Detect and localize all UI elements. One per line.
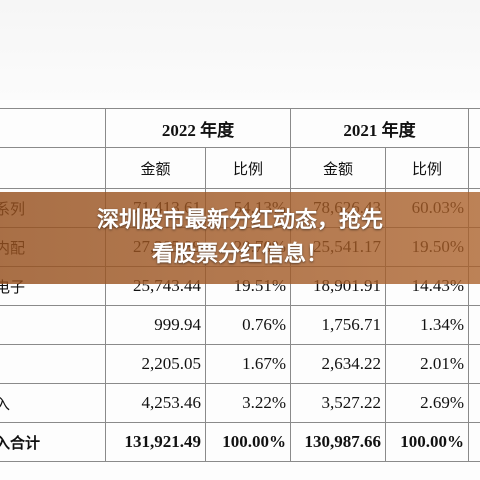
row-label: I [0, 305, 106, 345]
blurred-header [0, 0, 480, 100]
cell: 100.00% [385, 422, 469, 462]
cell: 2,205.05 [105, 344, 206, 384]
cell: 100.00% [205, 422, 291, 462]
cell: 131,921.49 [105, 422, 206, 462]
cell: 0.76% [205, 305, 291, 345]
edge-cell [468, 147, 480, 189]
column-header: 比例 [385, 147, 469, 189]
cell: 4,253.46 [105, 383, 206, 423]
header-row: 2022 年度 2021 年度 [0, 108, 480, 148]
subheader-row: 金额 比例 金额 比例 [0, 147, 480, 189]
table-row: I999.940.76%1,756.711.34% [0, 305, 480, 345]
cell: 2,634.22 [290, 344, 386, 384]
corner-cell [0, 108, 106, 148]
row-label: I [0, 344, 106, 384]
corner-cell [0, 147, 106, 189]
table-row: I2,205.051.67%2,634.222.01% [0, 344, 480, 384]
cell: 1.67% [205, 344, 291, 384]
edge-cell [468, 344, 480, 384]
column-header: 金额 [105, 147, 206, 189]
cell: 1,756.71 [290, 305, 386, 345]
banner-text: 看股票分红信息！ [151, 242, 328, 267]
edge-cell [468, 305, 480, 345]
banner: 深圳股市最新分红动态，抢先 看股票分红信息！ [0, 192, 480, 284]
cell: 999.94 [105, 305, 206, 345]
cell: 130,987.66 [290, 422, 386, 462]
row-label: 入 [0, 383, 106, 423]
banner-text: 深圳股市最新分红动态，抢先 [96, 208, 383, 233]
edge-cell [468, 422, 480, 462]
edge-cell [468, 383, 480, 423]
cell: 3.22% [205, 383, 291, 423]
table-row: 入4,253.463.22%3,527.222.69% [0, 383, 480, 423]
cell: 1.34% [385, 305, 469, 345]
row-label: 入合计 [0, 422, 106, 462]
edge-cell [468, 108, 480, 148]
column-header: 比例 [205, 147, 291, 189]
cell: 3,527.22 [290, 383, 386, 423]
column-header: 金额 [290, 147, 386, 189]
year-header: 2022 年度 [105, 108, 291, 148]
year-header: 2021 年度 [290, 108, 469, 148]
cell: 2.01% [385, 344, 469, 384]
cell: 2.69% [385, 383, 469, 423]
